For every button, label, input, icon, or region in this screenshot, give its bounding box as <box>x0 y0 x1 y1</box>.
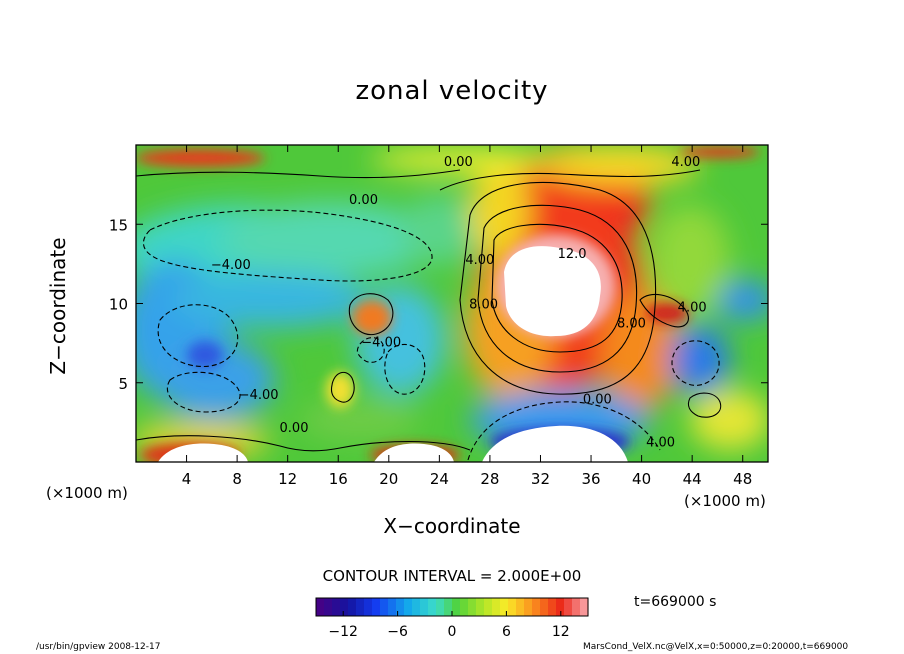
contour-label: 4.00 <box>678 301 707 316</box>
colorbar-cell <box>356 598 365 616</box>
colorbar-cell <box>332 598 341 616</box>
colorbar-cell <box>508 598 517 616</box>
y-tick-label: 15 <box>109 216 128 234</box>
x-tick-label: 40 <box>632 470 651 488</box>
x-tick-label: 44 <box>683 470 702 488</box>
contour-label: 0.00 <box>280 421 309 436</box>
x-tick-label: 36 <box>581 470 600 488</box>
x-tick-label: 28 <box>480 470 499 488</box>
contour-label: 0.00 <box>583 393 612 408</box>
x-tick-label: 12 <box>278 470 297 488</box>
colorbar-cell <box>572 598 581 616</box>
colorbar-tick-label: −12 <box>328 624 358 640</box>
contour-label: 4.00 <box>646 435 675 450</box>
x-tick-label: 48 <box>733 470 752 488</box>
x-tick-label: 32 <box>531 470 550 488</box>
colorbar-tick-label: 12 <box>552 624 570 640</box>
colorbar-cell <box>468 598 477 616</box>
contour-label: 0.00 <box>444 155 473 170</box>
colorbar-cell <box>340 598 349 616</box>
contour-label: 8.00 <box>469 298 498 313</box>
x-tick-label: 24 <box>430 470 449 488</box>
contour-label: −4.00 <box>361 336 401 351</box>
x-unit-label-left: (×1000 m) <box>46 484 128 502</box>
colorbar-cell <box>436 598 445 616</box>
colorbar-cell <box>532 598 541 616</box>
colorbar: −12 −6 0 6 12 <box>315 597 589 640</box>
colorbar-cell <box>380 598 389 616</box>
colorbar-cell <box>516 598 525 616</box>
x-axis: 4 8 12 16 20 24 28 32 36 40 44 48 <box>182 145 752 488</box>
colorbar-cell <box>420 598 429 616</box>
colorbar-cell <box>316 598 325 616</box>
colorbar-tick-label: 0 <box>448 624 457 640</box>
x-tick-label: 4 <box>182 470 192 488</box>
colorbar-cell <box>540 598 549 616</box>
colorbar-cell <box>548 598 557 616</box>
colorbar-cell <box>556 598 565 616</box>
colorbar-cell <box>476 598 485 616</box>
colorbar-cell <box>452 598 461 616</box>
colorbar-cell <box>500 598 509 616</box>
colorbar-cell <box>428 598 437 616</box>
x-tick-label: 16 <box>329 470 348 488</box>
colorbar-cell <box>444 598 453 616</box>
colorbar-cell <box>412 598 421 616</box>
y-axis-label: Z−coordinate <box>46 237 70 375</box>
colorbar-cell <box>564 598 573 616</box>
x-unit-label-right: (×1000 m) <box>684 492 766 510</box>
contour-label: −4.00 <box>211 258 251 273</box>
colorbar-tick-label: −6 <box>387 624 408 640</box>
velocity-field <box>136 145 768 462</box>
contour-label: 4.00 <box>671 155 700 170</box>
colorbar-cell <box>396 598 405 616</box>
colorbar-cell <box>404 598 413 616</box>
contour-interval-label: CONTOUR INTERVAL = 2.000E+00 <box>322 567 582 585</box>
contour-label: 4.00 <box>465 253 494 268</box>
x-tick-label: 8 <box>232 470 242 488</box>
colorbar-cell <box>348 598 357 616</box>
colorbar-cell <box>388 598 397 616</box>
colorbar-cell <box>492 598 501 616</box>
colorbar-cell <box>324 598 333 616</box>
x-tick-label: 20 <box>379 470 398 488</box>
colorbar-cell <box>372 598 381 616</box>
contour-label: 0.00 <box>349 193 378 208</box>
contour-label: 8.00 <box>617 317 646 332</box>
colorbar-cell <box>580 598 589 616</box>
x-axis-label: X−coordinate <box>383 514 521 538</box>
time-label: t=669000 s <box>634 594 717 610</box>
colorbar-cell <box>364 598 373 616</box>
colorbar-cell <box>524 598 533 616</box>
colorbar-cell <box>484 598 493 616</box>
footer-program-date: /usr/bin/gpview 2008-12-17 <box>36 642 161 652</box>
chart-title: zonal velocity <box>355 76 549 106</box>
y-tick-label: 10 <box>109 296 128 314</box>
contour-label: 12.0 <box>558 247 587 262</box>
colorbar-cell <box>460 598 469 616</box>
y-axis: 5 10 15 <box>109 216 768 393</box>
colorbar-tick-label: 6 <box>502 624 511 640</box>
y-tick-label: 5 <box>118 375 128 393</box>
contour-label: −4.00 <box>239 388 279 403</box>
footer-data-source: MarsCond_VelX.nc@VelX,x=0:50000,z=0:2000… <box>583 642 849 652</box>
